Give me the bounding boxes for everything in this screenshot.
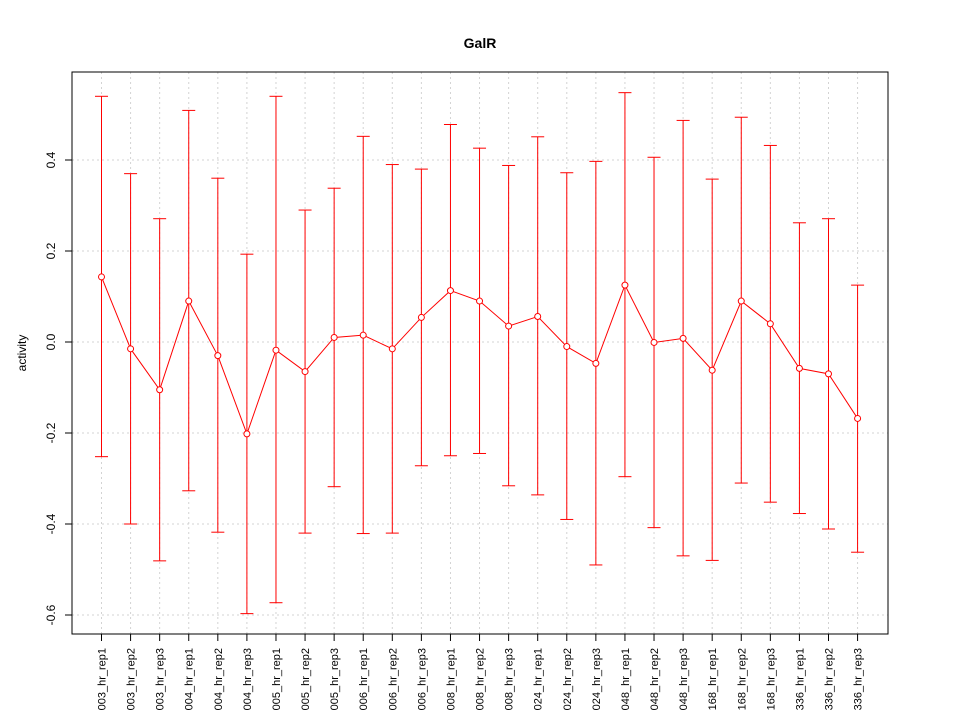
data-point [272, 346, 280, 354]
y-axis-label: activity [15, 335, 29, 372]
data-points [98, 273, 862, 438]
data-point [708, 366, 716, 374]
y-tick-label: 0.4 [44, 151, 58, 168]
data-point [766, 320, 774, 328]
x-tick-label: 003_hr_rep2 [126, 648, 138, 710]
data-point [825, 370, 832, 378]
x-tick-label: 003_hr_rep3 [155, 648, 167, 710]
data-point [185, 297, 193, 305]
x-tick-label: 336_hr_rep2 [824, 648, 836, 710]
data-point [156, 386, 164, 394]
data-point [679, 334, 687, 342]
x-tick-label: 024_hr_rep1 [533, 648, 545, 710]
y-axis: -0.6 -0.4 -0.2 0.0 0.2 0.4 [44, 151, 72, 625]
x-axis: 003_hr_rep1 003_hr_rep2 003_hr_rep3 004_hr_… [97, 634, 865, 710]
x-tick-label: 005_hr_rep3 [329, 648, 341, 710]
x-tick-label: 336_hr_rep1 [794, 648, 806, 710]
data-point [388, 345, 396, 353]
x-tick-label: 008_hr_rep2 [475, 648, 487, 710]
data-point [359, 331, 367, 339]
data-point [214, 352, 222, 360]
x-tick-label: 048_hr_rep2 [649, 648, 661, 710]
y-tick-label: -0.6 [44, 604, 58, 625]
x-tick-label: 005_hr_rep2 [300, 648, 312, 710]
x-tick-label: 003_hr_rep1 [97, 648, 109, 710]
x-tick-label: 006_hr_rep2 [387, 648, 399, 710]
data-point [476, 297, 484, 305]
y-tick-label: 0.0 [44, 333, 58, 350]
x-tick-label: 006_hr_rep3 [416, 648, 428, 710]
data-point [650, 338, 658, 346]
x-tick-label: 008_hr_rep3 [504, 648, 516, 710]
x-tick-label: 004_hr_rep2 [213, 648, 225, 710]
x-tick-label: 048_hr_rep3 [678, 648, 690, 710]
x-tick-label: 006_hr_rep1 [358, 648, 370, 710]
data-point [563, 343, 571, 351]
x-tick-label: 168_hr_rep3 [765, 648, 777, 710]
x-tick-label: 008_hr_rep1 [445, 648, 457, 710]
y-tick-label: 0.2 [44, 242, 58, 259]
data-point [737, 297, 745, 305]
x-tick-label: 005_hr_rep1 [271, 648, 283, 710]
y-tick-label: -0.2 [44, 422, 58, 443]
x-tick-label: 168_hr_rep1 [707, 648, 719, 710]
y-tick-label: -0.4 [44, 513, 58, 534]
data-point [243, 430, 251, 438]
data-point [795, 364, 803, 372]
data-point [505, 322, 513, 330]
data-point [854, 414, 862, 422]
data-point [98, 273, 105, 281]
x-tick-label: 004_hr_rep1 [184, 648, 196, 710]
data-point [127, 345, 135, 353]
data-point [534, 313, 542, 321]
data-point [417, 313, 425, 321]
x-tick-label: 168_hr_rep2 [736, 648, 748, 710]
error-bars [95, 92, 865, 615]
x-tick-label: 048_hr_rep1 [620, 648, 632, 710]
x-tick-label: 024_hr_rep2 [562, 648, 574, 710]
data-point [621, 281, 629, 289]
x-tick-label: 336_hr_rep3 [853, 648, 865, 710]
data-point [446, 287, 454, 295]
x-tick-label: 024_hr_rep3 [591, 648, 603, 710]
x-tick-label: 004_hr_rep3 [242, 648, 254, 710]
data-point [330, 333, 338, 341]
data-point [301, 368, 309, 376]
data-point [592, 359, 600, 367]
chart-title: GalR [464, 35, 497, 51]
